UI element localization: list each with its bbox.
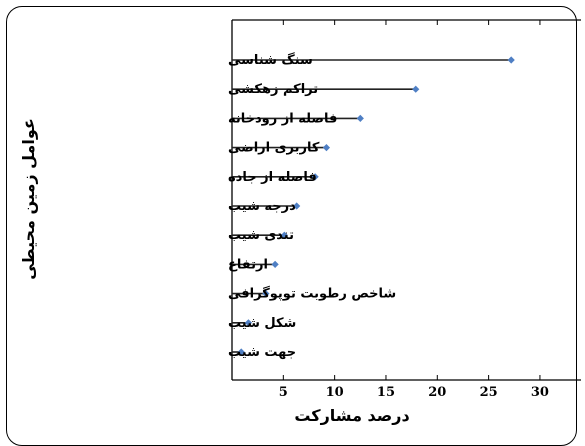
x-tick-label: 5 xyxy=(279,385,288,400)
y-category-label: سنگ شناسی xyxy=(228,52,313,68)
x-tick-label: 10 xyxy=(326,385,344,400)
x-axis-title: درصد مشارکت xyxy=(294,406,409,425)
x-tick-label: 30 xyxy=(531,385,549,400)
y-category-label: فاصله از رودخانه xyxy=(228,111,337,126)
y-category-label: ارتفاع xyxy=(228,257,268,272)
lollipop-marker xyxy=(293,202,301,210)
y-category-label: فاصله از جاده xyxy=(228,170,317,185)
lollipop-marker xyxy=(271,260,279,268)
y-category-label: شاخص رطوبت توپوگرافی xyxy=(228,286,396,302)
y-category-label: درجه شیب xyxy=(228,199,296,214)
lollipop-marker xyxy=(311,173,319,181)
x-tick-label: 15 xyxy=(377,385,395,400)
lollipop-marker xyxy=(280,231,288,239)
x-tick-label: 25 xyxy=(480,385,498,400)
lollipop-marker xyxy=(322,144,331,152)
y-axis-title: عوامل زمین محیطی xyxy=(19,118,38,280)
y-category-label: جهت شیب xyxy=(228,345,296,360)
y-category-label: کاربری اراضی xyxy=(228,141,320,156)
lollipop-marker xyxy=(507,56,515,64)
lollipop-marker xyxy=(412,85,420,93)
lollipop-marker xyxy=(262,290,270,298)
lollipop-chart: سنگ شناسی تراکم زهکشی فاصله از رودخانه کارب… xyxy=(19,19,581,425)
y-category-label: تندی شیب xyxy=(228,228,294,243)
x-tick-label: 20 xyxy=(428,385,446,400)
lollipop-marker xyxy=(237,348,245,356)
y-category-label: تراکم زهکشی xyxy=(228,82,318,97)
y-category-label: شکل شیب xyxy=(228,316,296,331)
lollipop-marker xyxy=(356,114,364,122)
lollipop-marker xyxy=(244,319,253,327)
